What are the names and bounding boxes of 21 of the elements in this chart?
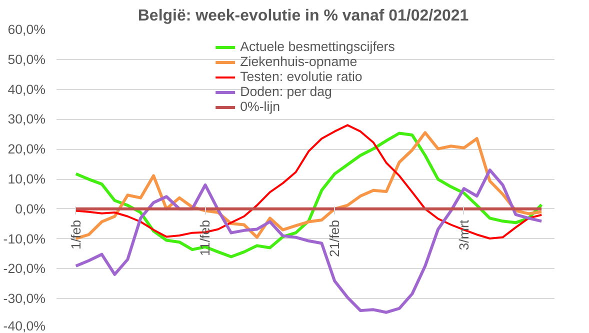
- legend-label: Doden: per dag: [240, 84, 332, 99]
- y-tick-label: -20,0%: [3, 261, 46, 276]
- x-tick-label: 11/feb: [198, 220, 213, 256]
- x-tick-label: 21/feb: [327, 220, 342, 257]
- legend-label: Actuele besmettingscijfers: [240, 39, 395, 54]
- y-tick-label: 0,0%: [15, 201, 46, 216]
- y-tick-label: -40,0%: [3, 318, 46, 333]
- chart-title: België: week-evolutie in % vanaf 01/02/2021: [138, 8, 469, 24]
- x-tick-label: 1/feb: [68, 220, 84, 250]
- y-tick-label: -30,0%: [3, 291, 46, 306]
- legend-label: 0%-lijn: [240, 99, 280, 114]
- x-tick-label: 3/mrt: [456, 220, 472, 250]
- y-tick-label: -10,0%: [3, 231, 46, 246]
- y-tick-label: 20,0%: [8, 142, 46, 157]
- y-tick-label: 40,0%: [8, 82, 46, 97]
- y-tick-label: 30,0%: [8, 112, 46, 127]
- y-tick-label: 60,0%: [8, 22, 46, 37]
- y-tick-label: 50,0%: [8, 52, 46, 67]
- legend-label: Ziekenhuis-opname: [240, 54, 358, 69]
- y-tick-label: 10,0%: [8, 172, 46, 186]
- legend-label: Testen: evolutie ratio: [240, 69, 362, 84]
